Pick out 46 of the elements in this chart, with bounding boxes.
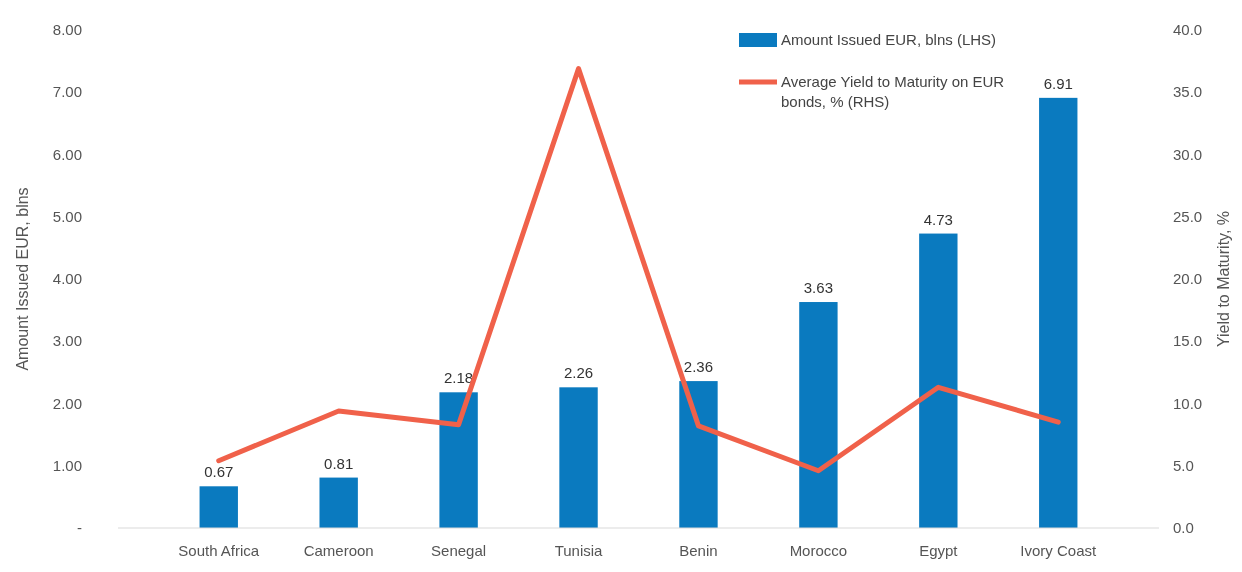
data-label: 2.26 [563, 364, 594, 382]
x-tick-label: Ivory Coast [1020, 542, 1098, 559]
data-label: 2.36 [683, 358, 714, 376]
data-label: 6.91 [1043, 74, 1073, 92]
bar [559, 387, 598, 528]
y2-tick-label: 5.0 [1173, 456, 1194, 474]
data-label: 0.67 [204, 463, 234, 481]
y2-tick-label: 20.0 [1173, 270, 1203, 287]
y2-tick-label: 10.0 [1173, 394, 1203, 412]
y2-tick-label: 15.0 [1173, 332, 1203, 350]
legend-label: Amount Issued EUR, blns (LHS) [781, 31, 997, 48]
y-tick-label: 3.00 [52, 332, 82, 350]
y2-axis-title: Yield to Maturity, % [1215, 210, 1232, 348]
y-tick-label: 7.00 [52, 83, 82, 101]
y2-tick-label: 30.0 [1173, 145, 1203, 163]
bar [199, 486, 238, 528]
data-label: 2.18 [444, 369, 474, 387]
y-tick-label: 8.00 [52, 21, 82, 38]
y-axis-title: Amount Issued EUR, blns [14, 187, 31, 371]
y-tick-label: - [77, 519, 82, 536]
x-tick-label: Cameroon [303, 542, 374, 559]
y-tick-label: 6.00 [52, 145, 82, 163]
y-tick-label: 4.00 [52, 270, 82, 287]
x-tick-label: Morocco [789, 542, 848, 559]
y2-tick-label: 40.0 [1173, 21, 1203, 38]
y-tick-label: 2.00 [52, 394, 82, 412]
x-tick-label: Tunisia [554, 542, 604, 559]
y-tick-label: 1.00 [52, 456, 82, 474]
y2-tick-label: 35.0 [1173, 83, 1203, 101]
bar [799, 302, 838, 528]
bar [319, 477, 358, 528]
x-tick-label: South Africa [178, 542, 260, 559]
bar [1039, 97, 1078, 528]
x-tick-label: Egypt [919, 542, 959, 559]
data-label: 0.81 [324, 454, 354, 472]
bar [919, 233, 958, 528]
legend-label: Average Yield to Maturity on EUR bonds, % (RHS) [781, 73, 1005, 110]
x-tick-label: Senegal [431, 542, 487, 559]
bar [679, 381, 718, 528]
y-tick-label: 5.00 [52, 207, 82, 225]
data-label: 4.73 [923, 210, 953, 228]
y2-tick-label: 0.0 [1173, 519, 1194, 536]
y2-tick-label: 25.0 [1173, 207, 1203, 225]
bar [439, 392, 478, 528]
x-tick-label: Benin [679, 542, 718, 559]
data-label: 3.63 [803, 279, 833, 297]
